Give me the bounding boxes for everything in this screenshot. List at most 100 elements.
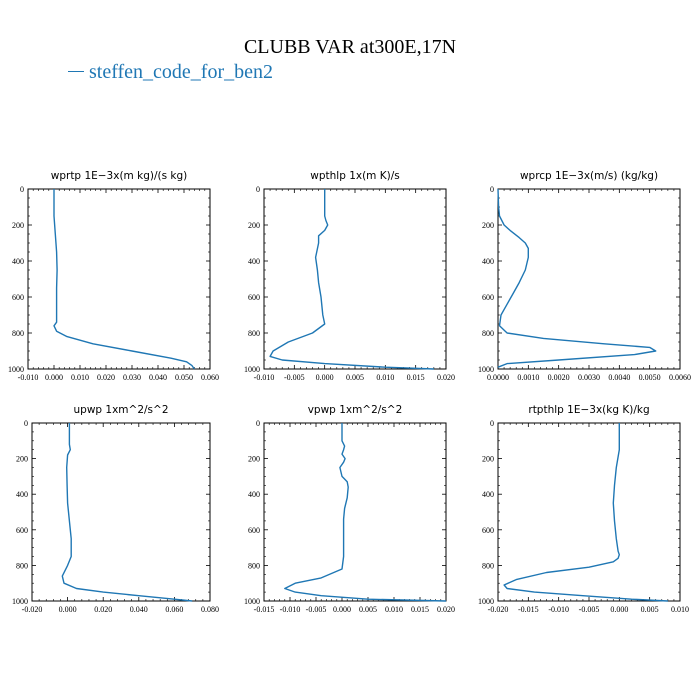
x-tick-label: 0.050 (175, 373, 193, 382)
x-tick-label: 0.020 (437, 373, 455, 382)
x-tick-label: 0.0020 (548, 373, 570, 382)
y-tick-label: 200 (248, 455, 260, 464)
legend: steffen_code_for_ben2 (68, 61, 273, 84)
panel-title: wpthlp 1x(m K)/s (310, 170, 400, 182)
y-tick-label: 1000 (12, 597, 28, 606)
x-tick-label: 0.005 (641, 605, 659, 614)
panel-frame (31, 422, 211, 602)
x-tick-label: 0.0000 (487, 373, 509, 382)
x-tick-label: 0.000 (45, 373, 63, 382)
x-tick-label: 0.005 (359, 605, 377, 614)
x-tick-label: 0.010 (385, 605, 403, 614)
x-tick-label: -0.020 (22, 605, 43, 614)
y-tick-label: 200 (16, 455, 28, 464)
y-tick-label: 800 (482, 329, 494, 338)
x-tick-label: 0.010 (376, 373, 394, 382)
x-tick-label: -0.005 (284, 373, 305, 382)
x-tick-label: 0.010 (671, 605, 689, 614)
y-tick-label: 400 (482, 490, 494, 499)
y-tick-label: 600 (482, 293, 494, 302)
x-tick-label: 0.000 (333, 605, 351, 614)
y-tick-label: 1000 (244, 597, 260, 606)
series-line (61, 423, 193, 602)
y-tick-label: 600 (16, 526, 28, 535)
y-tick-label: 200 (12, 221, 24, 230)
x-tick-label: 0.000 (610, 605, 628, 614)
y-tick-label: 800 (482, 561, 494, 570)
y-tick-label: 0 (490, 419, 494, 428)
x-tick-label: 0.0040 (608, 373, 630, 382)
x-tick-label: 0.040 (149, 373, 167, 382)
x-tick-label: 0.080 (201, 605, 219, 614)
legend-label: steffen_code_for_ben2 (89, 61, 274, 83)
x-tick-label: 0.020 (437, 605, 455, 614)
y-tick-label: 1000 (244, 365, 260, 374)
panel-title: wprcp 1E−3x(m/s) (kg/kg) (520, 170, 658, 182)
y-tick-label: 0 (20, 185, 24, 194)
x-tick-label: -0.015 (518, 605, 539, 614)
x-tick-label: 0.015 (411, 605, 429, 614)
y-tick-label: 800 (248, 329, 260, 338)
series-line (53, 189, 195, 370)
x-tick-label: 0.000 (316, 373, 334, 382)
panel-frame (497, 422, 681, 602)
panel-title: rtpthlp 1E−3x(kg K)/kg (528, 404, 649, 416)
x-tick-label: 0.060 (165, 605, 183, 614)
y-tick-label: 600 (482, 526, 494, 535)
x-tick-label: -0.010 (18, 373, 39, 382)
panel-frame (263, 188, 447, 370)
x-tick-label: 0.0030 (578, 373, 600, 382)
panel-title: vpwp 1xm^2/s^2 (308, 404, 403, 416)
y-tick-label: 400 (16, 490, 28, 499)
x-tick-label: 0.0060 (669, 373, 691, 382)
y-tick-label: 0 (490, 185, 494, 194)
y-tick-label: 400 (248, 257, 260, 266)
x-tick-label: 0.000 (59, 605, 77, 614)
x-tick-label: -0.005 (306, 605, 327, 614)
x-tick-label: -0.015 (254, 605, 275, 614)
series-line (284, 423, 447, 602)
y-tick-label: 0 (256, 185, 260, 194)
x-tick-label: 0.0010 (517, 373, 539, 382)
y-tick-label: 200 (248, 221, 260, 230)
y-tick-label: 800 (12, 329, 24, 338)
x-tick-label: -0.020 (488, 605, 509, 614)
x-tick-label: 0.040 (130, 605, 148, 614)
x-tick-label: 0.015 (407, 373, 425, 382)
y-tick-label: 1000 (8, 365, 24, 374)
series-line (503, 423, 668, 602)
y-tick-label: 400 (12, 257, 24, 266)
x-tick-label: 0.005 (346, 373, 364, 382)
y-tick-label: 0 (24, 419, 28, 428)
panel-title: wprtp 1E−3x(m kg)/(s kg) (51, 170, 188, 182)
x-tick-label: 0.020 (97, 373, 115, 382)
x-tick-label: 0.010 (71, 373, 89, 382)
y-tick-label: 0 (256, 419, 260, 428)
y-tick-label: 1000 (478, 597, 494, 606)
panel-frame (263, 422, 447, 602)
x-tick-label: 0.030 (123, 373, 141, 382)
x-tick-label: 0.060 (201, 373, 219, 382)
y-tick-label: 400 (482, 257, 494, 266)
y-tick-label: 1000 (478, 365, 494, 374)
y-tick-label: 200 (482, 221, 494, 230)
x-tick-label: 0.0050 (639, 373, 661, 382)
y-tick-label: 800 (16, 561, 28, 570)
y-tick-label: 400 (248, 490, 260, 499)
y-tick-label: 600 (12, 293, 24, 302)
legend-swatch (68, 70, 84, 72)
y-tick-label: 600 (248, 293, 260, 302)
series-line (269, 189, 434, 370)
x-tick-label: 0.020 (94, 605, 112, 614)
x-tick-label: -0.005 (579, 605, 600, 614)
figure-title: CLUBB VAR at300E,17N (243, 36, 457, 58)
y-tick-label: 600 (248, 526, 260, 535)
y-tick-label: 800 (248, 561, 260, 570)
x-tick-label: -0.010 (548, 605, 569, 614)
panel-title: upwp 1xm^2/s^2 (74, 404, 169, 416)
x-tick-label: -0.010 (280, 605, 301, 614)
series-line (497, 188, 657, 368)
panel-frame (27, 188, 211, 370)
x-tick-label: -0.010 (254, 373, 275, 382)
